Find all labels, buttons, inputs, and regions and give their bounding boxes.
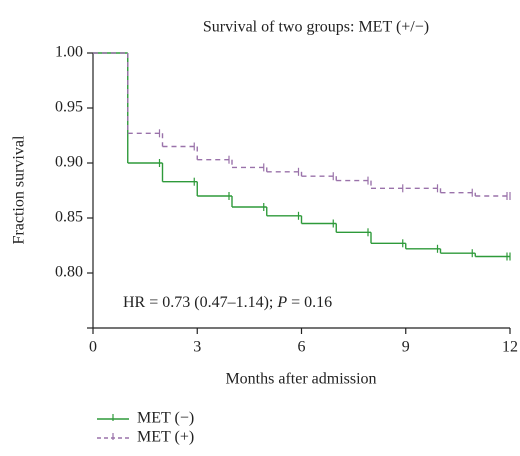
x-axis-label: Months after admission (225, 371, 376, 388)
chart-title: Survival of two groups: MET (+/−) (203, 19, 429, 36)
legend-label: MET (+) (137, 429, 194, 446)
annotation-text: HR = 0.73 (0.47–1.14); (123, 294, 277, 311)
y-tick-label: 0.80 (55, 264, 83, 281)
y-axis-label: Fraction survival (11, 135, 28, 244)
y-tick-label: 0.90 (55, 154, 83, 171)
x-tick-label: 6 (298, 339, 306, 356)
annotation: HR = 0.73 (0.47–1.14); P = 0.16 (123, 294, 332, 311)
y-tick-label: 1.00 (55, 44, 83, 61)
annotation-text: = 0.16 (287, 294, 332, 311)
x-tick-label: 3 (193, 339, 201, 356)
x-tick-label: 12 (502, 339, 518, 356)
legend-label: MET (−) (137, 410, 194, 427)
x-tick-label: 0 (89, 339, 97, 356)
y-tick-label: 0.85 (55, 209, 83, 226)
y-tick-label: 0.95 (55, 99, 83, 116)
x-tick-label: 9 (402, 339, 410, 356)
annotation-text: P (276, 294, 287, 311)
